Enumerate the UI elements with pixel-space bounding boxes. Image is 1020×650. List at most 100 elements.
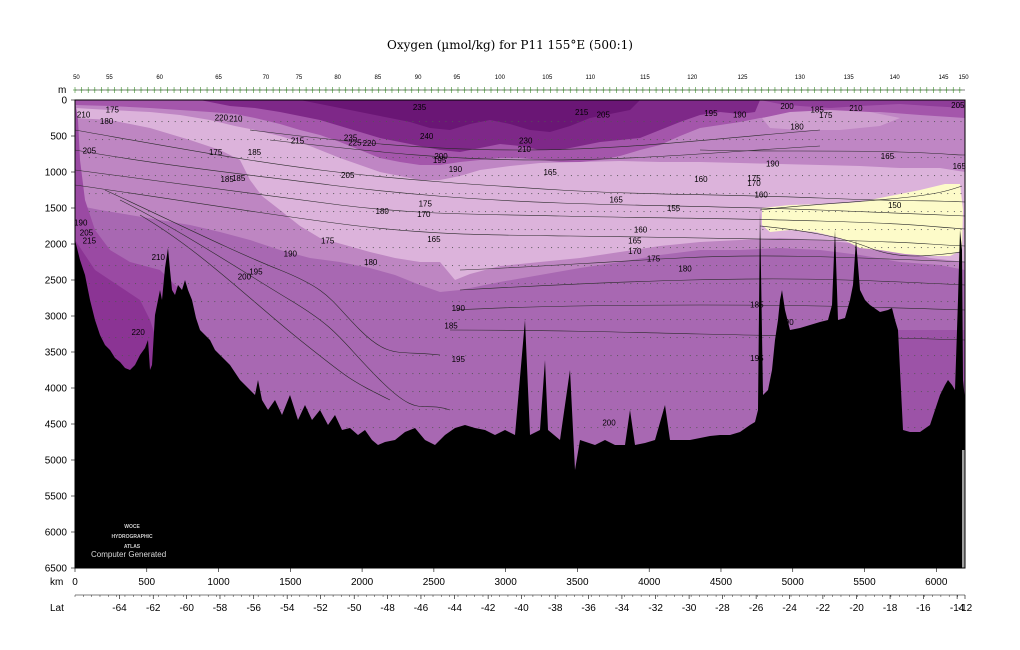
sample-dot (808, 175, 810, 177)
sample-dot (901, 211, 903, 213)
sample-dot (425, 373, 427, 375)
sample-dot (115, 157, 117, 159)
sample-dot (465, 139, 467, 141)
sample-dot (498, 193, 500, 195)
sample-dot (815, 211, 817, 213)
sample-dot (280, 391, 282, 393)
sample-dot (478, 157, 480, 159)
sample-dot (755, 391, 757, 393)
sample-dot (676, 319, 678, 321)
sample-dot (339, 373, 341, 375)
sample-dot (815, 283, 817, 285)
sample-dot (841, 301, 843, 303)
sample-dot (286, 301, 289, 303)
sample-dot (267, 355, 269, 357)
sample-dot (630, 337, 632, 339)
sample-dot (240, 355, 242, 357)
sample-dot (801, 283, 804, 285)
sample-dot (511, 391, 513, 393)
sample-dot (907, 247, 909, 249)
sample-dot (610, 355, 612, 357)
contour-label: 180 (364, 258, 378, 267)
sample-dot (385, 283, 388, 285)
sample-dot (590, 193, 592, 195)
sample-dot (610, 229, 612, 231)
lat-tick-label: -28 (715, 603, 730, 614)
sample-dot (650, 265, 652, 267)
sample-dot (313, 247, 315, 249)
sample-dot (960, 229, 962, 231)
sample-dot (947, 283, 949, 285)
sample-dot (471, 247, 473, 249)
sample-dot (894, 265, 896, 267)
sample-dot (960, 139, 962, 141)
sample-dot (729, 229, 731, 231)
sample-dot (518, 265, 520, 267)
sample-dot (729, 283, 731, 285)
sample-dot (854, 139, 856, 141)
sample-dot (478, 373, 480, 375)
sample-dot (385, 427, 388, 429)
sample-dot (458, 409, 460, 411)
sample-dot (135, 283, 137, 285)
depth-tick-label: 6000 (45, 528, 68, 539)
sample-dot (319, 121, 322, 123)
sample-dot (418, 409, 421, 411)
sample-dot (940, 391, 942, 393)
sample-dot (438, 157, 440, 159)
sample-dot (735, 157, 738, 159)
sample-dot (749, 319, 751, 321)
sample-dot (253, 193, 255, 195)
sample-dot (603, 409, 605, 411)
sample-dot (749, 193, 751, 195)
sample-dot (128, 247, 130, 249)
sample-dot (438, 427, 440, 429)
sample-dot (425, 139, 427, 141)
sample-dot (240, 121, 242, 123)
sample-dot (148, 121, 150, 123)
sample-dot (577, 409, 579, 411)
sample-dot (907, 337, 909, 339)
sample-dot (947, 139, 949, 141)
sample-dot (742, 409, 744, 411)
sample-dot (716, 265, 718, 267)
sample-dot (313, 229, 315, 231)
contour-label: 225 (348, 138, 362, 147)
sample-dot (815, 319, 817, 321)
sample-dot (102, 229, 104, 231)
sample-dot (821, 229, 823, 231)
sample-dot (352, 391, 355, 393)
sample-dot (372, 337, 374, 339)
sample-dot (801, 229, 804, 231)
sample-dot (273, 337, 275, 339)
contour-label: 220 (131, 328, 145, 337)
sample-dot (372, 211, 374, 213)
sample-dot (702, 409, 705, 411)
sample-dot (907, 319, 909, 321)
sample-dot (768, 283, 771, 285)
depth-tick-label: 6500 (45, 564, 68, 575)
sample-dot (927, 337, 929, 339)
sample-dot (280, 355, 282, 357)
sample-dot (352, 409, 355, 411)
sample-dot (907, 265, 909, 267)
sample-dot (392, 121, 394, 123)
sample-dot (881, 175, 883, 177)
sample-dot (636, 229, 638, 231)
station-label: 140 (890, 75, 901, 81)
sample-dot (775, 193, 777, 195)
sample-dot (881, 211, 883, 213)
km-tick-label: 4000 (638, 577, 661, 588)
contour-line (75, 184, 965, 247)
sample-dot (597, 283, 599, 285)
sample-dot (716, 319, 718, 321)
sample-dot (201, 229, 203, 231)
sample-dot (425, 301, 427, 303)
sample-dot (161, 139, 163, 141)
sample-dot (352, 175, 355, 177)
sample-dot (392, 301, 394, 303)
sample-dot (227, 283, 229, 285)
sample-dot (115, 229, 117, 231)
sample-dot (491, 301, 493, 303)
sample-dot (683, 229, 685, 231)
